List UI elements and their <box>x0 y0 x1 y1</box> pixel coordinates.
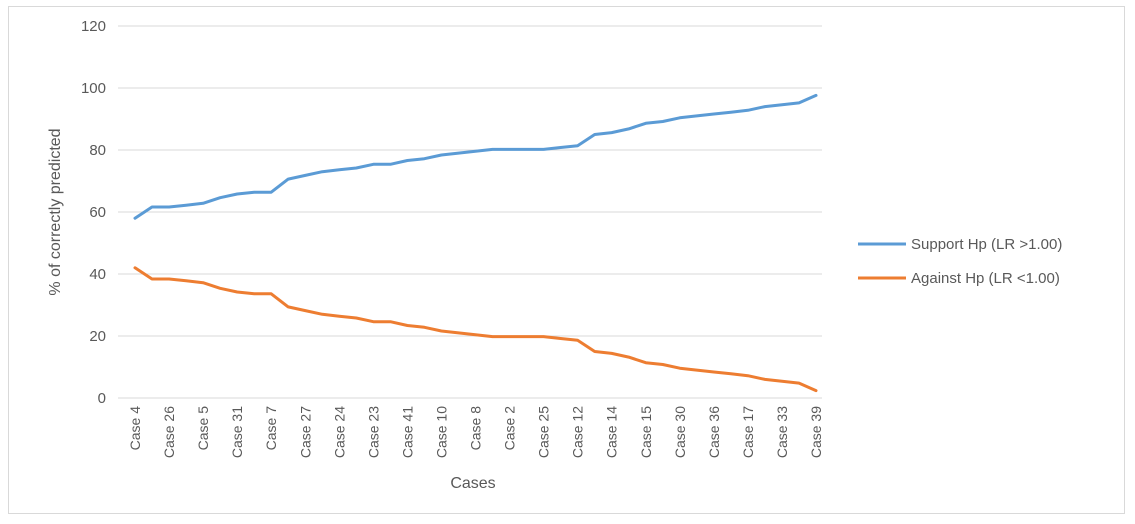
x-tick-label: Case 17 <box>740 406 756 458</box>
y-tick-label: 0 <box>98 390 106 407</box>
x-tick-label: Case 25 <box>536 406 552 458</box>
legend-label-1: Support Hp (LR >1.00) <box>911 236 1062 253</box>
x-tick-label: Case 26 <box>161 406 177 458</box>
x-tick-label: Case 14 <box>604 406 620 458</box>
y-tick-label: 100 <box>81 80 106 97</box>
x-axis-title: Cases <box>450 475 495 492</box>
legend: Support Hp (LR >1.00) Against Hp (LR <1.0… <box>858 236 1062 287</box>
x-tick-label: Case 36 <box>706 406 722 458</box>
x-tick-label: Case 7 <box>263 406 279 451</box>
x-tick-labels: Case 4 Case 26 Case 5 Case 31 Case 7 Case 27 C… <box>127 406 824 458</box>
x-tick-label: Case 24 <box>331 406 347 458</box>
series-lines <box>133 93 818 393</box>
x-tick-label: Case 27 <box>297 406 313 458</box>
y-tick-label: 40 <box>89 266 106 283</box>
x-tick-label: Case 4 <box>127 406 143 451</box>
legend-label-2: Against Hp (LR <1.00) <box>911 270 1060 287</box>
x-tick-label: Case 30 <box>672 406 688 458</box>
x-tick-label: Case 2 <box>502 406 518 451</box>
y-tick-label: 80 <box>89 142 106 159</box>
x-tick-label: Case 41 <box>399 406 415 458</box>
y-tick-label: 60 <box>89 204 106 221</box>
y-tick-label: 20 <box>89 328 106 345</box>
x-tick-label: Case 23 <box>365 406 381 458</box>
y-tick-label: 120 <box>81 18 106 35</box>
chart-frame <box>8 6 1125 514</box>
y-axis-title: % of correctly predicted <box>47 128 64 295</box>
x-tick-label: Case 12 <box>570 406 586 458</box>
x-tick-label: Case 39 <box>808 406 824 458</box>
x-tick-label: Case 33 <box>774 406 790 458</box>
x-tick-label: Case 31 <box>229 406 245 458</box>
y-tick-labels: 0 20 40 60 80 100 120 <box>81 18 106 407</box>
x-tick-label: Case 5 <box>195 406 211 451</box>
x-tick-label: Case 15 <box>638 406 654 458</box>
gridlines <box>118 25 822 399</box>
series-line-2 <box>133 266 818 393</box>
series-line-1 <box>133 93 818 220</box>
x-tick-label: Case 10 <box>433 406 449 458</box>
x-tick-label: Case 8 <box>468 406 484 451</box>
